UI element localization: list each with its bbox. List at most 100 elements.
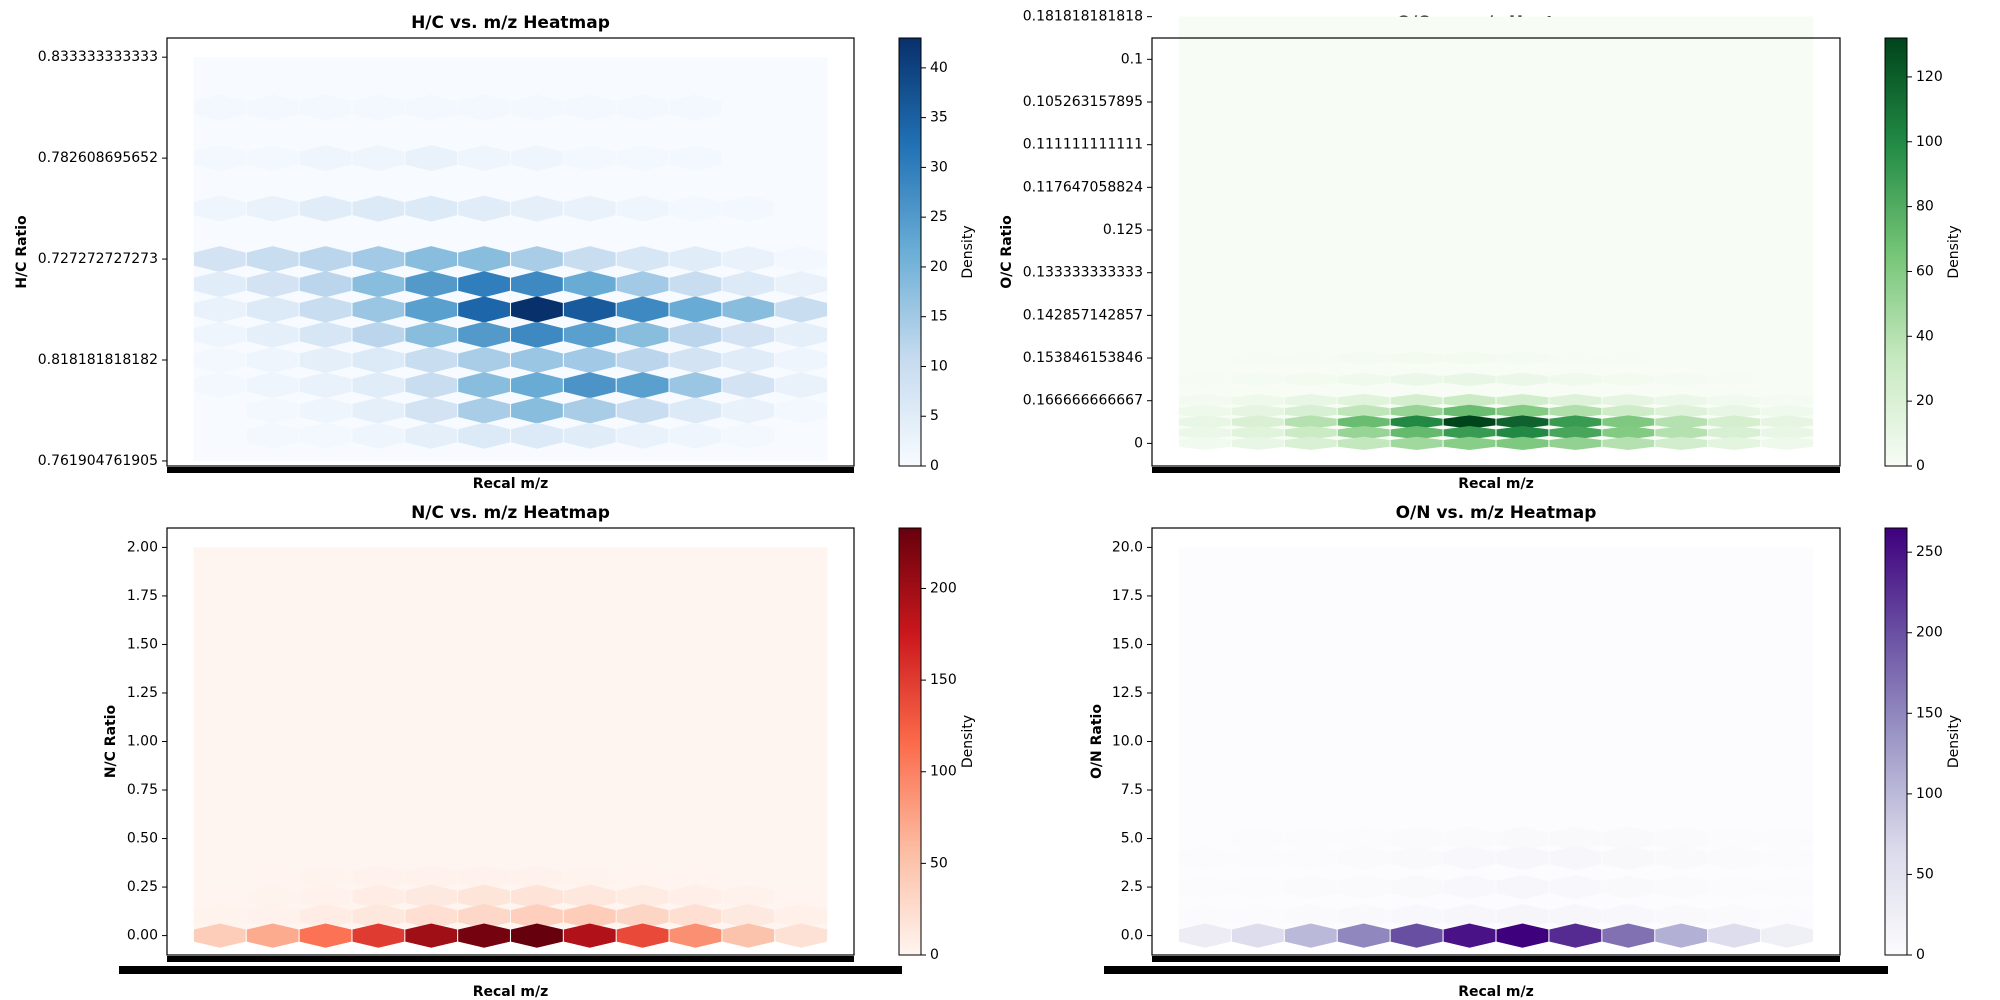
hex-cell	[775, 397, 828, 424]
hex-cell	[669, 884, 722, 909]
hex-cell	[352, 884, 405, 909]
hex-cell	[1761, 394, 1814, 408]
y-tick-label: 0.818181818182	[38, 352, 158, 368]
hex-cell	[1231, 351, 1284, 365]
colorbar-tick-label: 40	[930, 60, 948, 76]
hex-cell	[722, 923, 775, 948]
hex-cell	[616, 904, 669, 929]
hex-cell	[775, 884, 828, 909]
hex-cell	[1496, 826, 1549, 851]
colorbar-tick-label: 40	[1916, 328, 1934, 344]
x-axis-label: Recal m/z	[1458, 476, 1534, 492]
hex-cell	[1708, 404, 1761, 419]
hex-cell	[299, 422, 352, 449]
hex-cell	[1390, 923, 1443, 948]
hex-cell	[1178, 874, 1231, 900]
hex-cell	[193, 397, 246, 424]
hex-cell	[669, 296, 722, 323]
hex-cell	[1655, 874, 1708, 900]
hex-cell	[1602, 404, 1655, 419]
hex-cell	[1337, 874, 1390, 900]
hex-cell	[1178, 394, 1231, 408]
hex-cell	[1496, 351, 1549, 365]
hex-cell	[1284, 436, 1337, 451]
hex-cell	[722, 904, 775, 929]
hex-cell	[193, 246, 246, 273]
hex-cell	[1549, 923, 1602, 948]
hex-cell	[1708, 826, 1761, 851]
colorbar-tick-label: 0	[930, 458, 939, 474]
colorbar-tick-label: 150	[1916, 705, 1943, 721]
hex-cell	[1231, 372, 1284, 387]
hex-cell	[458, 246, 510, 273]
hex-cell	[669, 372, 722, 399]
hex-cell	[1231, 436, 1284, 451]
hex-cell	[1284, 426, 1337, 440]
hex-cell	[1390, 904, 1443, 929]
hex-cell	[563, 271, 616, 298]
x-axis-label: Recal m/z	[1458, 984, 1534, 1000]
hex-cell	[1390, 394, 1443, 408]
y-tick-label: 0.181818181818	[1023, 9, 1143, 25]
hex-cell	[1231, 826, 1284, 851]
hex-cell	[1443, 923, 1496, 948]
hex-cell	[616, 296, 669, 323]
hex-cell	[1655, 845, 1708, 871]
hex-cell	[775, 271, 828, 298]
hex-cell	[458, 195, 510, 222]
hex-cell	[352, 195, 405, 222]
hex-cell	[775, 347, 828, 374]
hex-cell	[669, 422, 722, 449]
hex-cell	[1443, 351, 1496, 365]
hex-cell	[352, 347, 405, 374]
hex-cell	[1284, 415, 1337, 429]
hex-cell	[616, 884, 669, 909]
hex-cell	[1178, 426, 1231, 440]
hex-cell	[246, 94, 299, 121]
hex-cell	[1284, 874, 1337, 900]
hex-cell	[1761, 404, 1814, 419]
hex-cell	[669, 904, 722, 929]
hex-cell	[1496, 904, 1549, 929]
hex-cell	[511, 347, 563, 374]
hex-cell	[563, 372, 616, 399]
hex-cell	[193, 372, 246, 399]
hex-cell	[193, 296, 246, 323]
colorbar	[1884, 527, 1908, 956]
hex-cell	[1390, 415, 1443, 429]
hex-cell	[193, 422, 246, 449]
y-tick-label: 0.125	[1103, 222, 1143, 238]
hex-cell	[1655, 372, 1708, 387]
colorbar-tick-label: 200	[1916, 625, 1943, 641]
x-tick-band	[1152, 956, 1840, 962]
colorbar-tick-label: 100	[930, 764, 957, 780]
hex-cell	[669, 397, 722, 424]
hex-cell	[193, 884, 246, 909]
hex-cell	[1549, 415, 1602, 429]
hex-cell	[1390, 426, 1443, 440]
hex-cell	[458, 865, 510, 890]
hex-cell	[563, 397, 616, 424]
hex-cell	[616, 347, 669, 374]
y-tick-label: 0.782608695652	[38, 150, 158, 166]
hex-cell	[722, 246, 775, 273]
hex-cell	[1655, 826, 1708, 851]
hex-cell	[1549, 372, 1602, 387]
hex-cell	[1602, 426, 1655, 440]
colorbar-tick-label: 0	[930, 947, 939, 963]
hex-cell	[1602, 394, 1655, 408]
x-tick-band	[167, 956, 854, 962]
y-tick-label: 0.133333333333	[1023, 265, 1143, 281]
y-axis-label: N/C Ratio	[103, 704, 119, 778]
colorbar-label: Density	[1946, 225, 1962, 278]
hex-cell	[1708, 436, 1761, 451]
y-tick-label: 0.25	[127, 879, 158, 895]
hex-cell	[669, 865, 722, 890]
colorbar-tick-label: 20	[1916, 393, 1934, 409]
hex-cell	[1284, 394, 1337, 408]
y-tick-label: 0	[1134, 435, 1143, 451]
hex-cell	[299, 397, 352, 424]
hex-cell	[405, 321, 458, 348]
y-axis-label: H/C Ratio	[14, 215, 30, 289]
hex-cell	[352, 372, 405, 399]
